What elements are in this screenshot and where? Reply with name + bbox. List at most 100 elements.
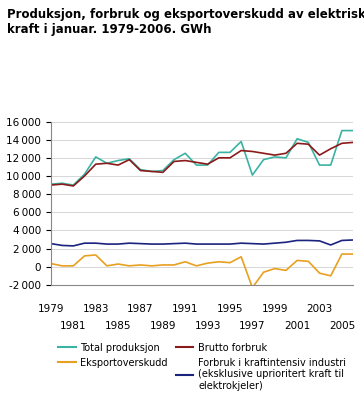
Text: 1985: 1985 [105, 321, 131, 331]
Brutto forbruk [94, 162, 98, 167]
Total produksjon [217, 150, 221, 155]
Eksportoverskudd [138, 262, 143, 267]
Total produksjon [340, 128, 344, 133]
Total produksjon [71, 183, 75, 188]
Total produksjon [105, 161, 109, 166]
Eksportoverskudd [60, 264, 64, 269]
Total produksjon [194, 163, 199, 168]
Total produksjon [60, 181, 64, 186]
Brutto forbruk [317, 153, 322, 158]
Text: 1999: 1999 [261, 304, 288, 314]
Brutto forbruk [183, 158, 187, 163]
Eksportoverskudd [295, 258, 299, 263]
Brutto forbruk [306, 142, 310, 147]
Line: Eksportoverskudd: Eksportoverskudd [51, 254, 353, 287]
Brutto forbruk [250, 149, 254, 154]
Forbruk i kraftintensiv industri
(eksklusive uprioritert kraft til
elektrokjeler) [194, 241, 199, 246]
Text: 1997: 1997 [239, 321, 266, 331]
Eksportoverskudd [71, 264, 75, 269]
Brutto forbruk [150, 169, 154, 174]
Eksportoverskudd [183, 259, 187, 264]
Forbruk i kraftintensiv industri
(eksklusive uprioritert kraft til
elektrokjeler) [116, 241, 120, 246]
Brutto forbruk [138, 168, 143, 173]
Forbruk i kraftintensiv industri
(eksklusive uprioritert kraft til
elektrokjeler) [250, 241, 254, 246]
Eksportoverskudd [250, 285, 254, 290]
Forbruk i kraftintensiv industri
(eksklusive uprioritert kraft til
elektrokjeler) [60, 243, 64, 248]
Total produksjon [239, 139, 244, 144]
Total produksjon [228, 150, 232, 155]
Total produksjon [351, 128, 355, 133]
Eksportoverskudd [340, 251, 344, 256]
Eksportoverskudd [49, 261, 53, 266]
Brutto forbruk [239, 148, 244, 153]
Total produksjon [250, 173, 254, 178]
Total produksjon [94, 154, 98, 159]
Forbruk i kraftintensiv industri
(eksklusive uprioritert kraft til
elektrokjeler) [49, 241, 53, 246]
Total produksjon [317, 163, 322, 168]
Eksportoverskudd [172, 262, 176, 267]
Eksportoverskudd [351, 251, 355, 256]
Eksportoverskudd [261, 270, 266, 275]
Total produksjon [183, 151, 187, 156]
Forbruk i kraftintensiv industri
(eksklusive uprioritert kraft til
elektrokjeler) [161, 241, 165, 246]
Text: 1993: 1993 [194, 321, 221, 331]
Eksportoverskudd [228, 260, 232, 265]
Total produksjon [261, 157, 266, 162]
Forbruk i kraftintensiv industri
(eksklusive uprioritert kraft til
elektrokjeler) [295, 238, 299, 243]
Forbruk i kraftintensiv industri
(eksklusive uprioritert kraft til
elektrokjeler) [340, 238, 344, 243]
Total produksjon [205, 163, 210, 168]
Text: 2001: 2001 [284, 321, 310, 331]
Brutto forbruk [205, 162, 210, 167]
Forbruk i kraftintensiv industri
(eksklusive uprioritert kraft til
elektrokjeler) [150, 241, 154, 246]
Eksportoverskudd [82, 253, 87, 259]
Total produksjon [138, 167, 143, 172]
Text: 1989: 1989 [150, 321, 176, 331]
Total produksjon [295, 136, 299, 141]
Forbruk i kraftintensiv industri
(eksklusive uprioritert kraft til
elektrokjeler) [217, 241, 221, 246]
Total produksjon [284, 155, 288, 160]
Text: 1981: 1981 [60, 321, 87, 331]
Brutto forbruk [105, 161, 109, 166]
Forbruk i kraftintensiv industri
(eksklusive uprioritert kraft til
elektrokjeler) [228, 241, 232, 246]
Brutto forbruk [194, 160, 199, 165]
Brutto forbruk [351, 140, 355, 145]
Brutto forbruk [82, 173, 87, 178]
Forbruk i kraftintensiv industri
(eksklusive uprioritert kraft til
elektrokjeler) [105, 241, 109, 246]
Eksportoverskudd [194, 264, 199, 269]
Brutto forbruk [340, 141, 344, 146]
Forbruk i kraftintensiv industri
(eksklusive uprioritert kraft til
elektrokjeler) [317, 238, 322, 243]
Forbruk i kraftintensiv industri
(eksklusive uprioritert kraft til
elektrokjeler) [82, 241, 87, 246]
Line: Brutto forbruk: Brutto forbruk [51, 142, 353, 186]
Text: 1987: 1987 [127, 304, 154, 314]
Eksportoverskudd [94, 252, 98, 257]
Brutto forbruk [273, 153, 277, 158]
Total produksjon [273, 154, 277, 159]
Total produksjon [49, 182, 53, 187]
Brutto forbruk [60, 182, 64, 187]
Eksportoverskudd [239, 254, 244, 259]
Brutto forbruk [261, 151, 266, 156]
Brutto forbruk [172, 159, 176, 164]
Brutto forbruk [217, 155, 221, 160]
Eksportoverskudd [273, 266, 277, 271]
Brutto forbruk [49, 183, 53, 188]
Brutto forbruk [295, 141, 299, 146]
Total produksjon [161, 168, 165, 173]
Forbruk i kraftintensiv industri
(eksklusive uprioritert kraft til
elektrokjeler) [172, 241, 176, 246]
Text: 1983: 1983 [83, 304, 109, 314]
Eksportoverskudd [161, 262, 165, 267]
Legend: Total produksjon, Eksportoverskudd, Brutto forbruk, Forbruk i kraftintensiv indu: Total produksjon, Eksportoverskudd, Brut… [54, 339, 350, 395]
Total produksjon [329, 163, 333, 168]
Brutto forbruk [116, 163, 120, 168]
Brutto forbruk [161, 170, 165, 175]
Forbruk i kraftintensiv industri
(eksklusive uprioritert kraft til
elektrokjeler) [284, 240, 288, 245]
Text: 1979: 1979 [38, 304, 64, 314]
Eksportoverskudd [306, 259, 310, 264]
Eksportoverskudd [329, 273, 333, 278]
Y-axis label: GWh: GWh [0, 189, 4, 217]
Forbruk i kraftintensiv industri
(eksklusive uprioritert kraft til
elektrokjeler) [261, 241, 266, 246]
Forbruk i kraftintensiv industri
(eksklusive uprioritert kraft til
elektrokjeler) [205, 241, 210, 246]
Total produksjon [172, 157, 176, 162]
Forbruk i kraftintensiv industri
(eksklusive uprioritert kraft til
elektrokjeler) [127, 241, 131, 246]
Forbruk i kraftintensiv industri
(eksklusive uprioritert kraft til
elektrokjeler) [306, 238, 310, 243]
